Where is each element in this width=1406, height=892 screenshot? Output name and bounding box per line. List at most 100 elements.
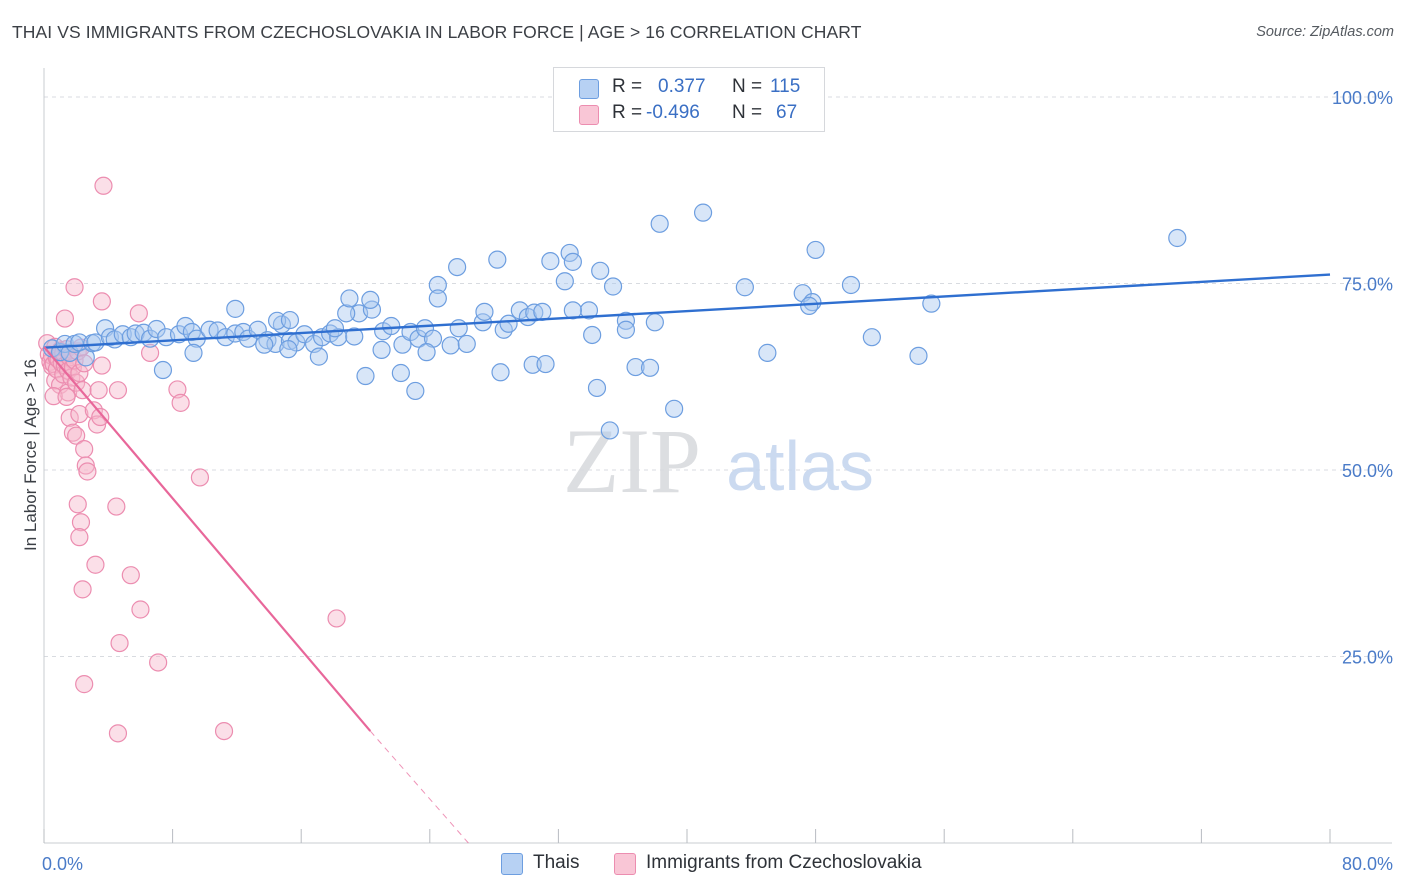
thai-point — [153, 360, 173, 380]
czech-point — [327, 609, 346, 628]
thai-point — [279, 340, 298, 359]
thai-point — [541, 252, 560, 271]
thai-point — [616, 320, 636, 339]
watermark-atlas: atlas — [726, 427, 874, 505]
legend-n-label: N = — [732, 102, 763, 123]
thai-point — [523, 355, 542, 374]
czech-point — [78, 462, 97, 481]
y-axis-label: In Labor Force | Age > 16 — [21, 359, 40, 551]
czech-point — [94, 176, 113, 195]
thai-point — [448, 257, 467, 277]
czech-point — [140, 343, 160, 362]
thai-point — [391, 363, 410, 383]
thai-point — [255, 335, 274, 354]
thai-point — [591, 261, 610, 280]
thai-trend-line — [43, 273, 1331, 349]
czech-point — [108, 381, 128, 400]
czech-trend-extension — [369, 730, 469, 844]
czech-point — [91, 407, 110, 427]
czech-point — [73, 580, 92, 599]
czech-point — [110, 633, 129, 653]
czech-point — [107, 497, 126, 516]
x-tick-label: 0.0% — [42, 854, 83, 874]
thai-point — [600, 421, 619, 440]
bottom-legend-czech-swatch — [614, 853, 636, 875]
thai-point — [337, 304, 356, 323]
thai-point — [267, 311, 287, 330]
legend-r-label: R = — [612, 76, 643, 97]
thai-point — [563, 301, 582, 320]
czech-point — [171, 393, 190, 412]
thai-point — [909, 346, 928, 365]
chart-title: THAI VS IMMIGRANTS FROM CZECHOSLOVAKIA I… — [12, 22, 862, 42]
y-tick-label: 25.0% — [1342, 648, 1393, 668]
x-tick-label: 80.0% — [1342, 854, 1393, 874]
series-thai-points — [42, 203, 1187, 440]
czech-point — [75, 440, 94, 459]
series-czech-points — [38, 176, 346, 743]
y-tick-label: 50.0% — [1342, 461, 1393, 481]
thai-point — [563, 252, 582, 271]
thai-point — [645, 313, 664, 332]
legend-swatch-czech — [579, 105, 599, 125]
czech-point — [70, 528, 89, 547]
legend-r-label: R = — [612, 102, 643, 123]
czech-point — [121, 566, 140, 585]
thai-point — [555, 272, 574, 291]
czech-point — [71, 513, 91, 532]
grid-lines — [44, 96, 1392, 657]
czech-point — [190, 468, 210, 487]
thai-point — [406, 381, 425, 401]
legend-swatch-thai — [579, 79, 599, 99]
thai-point — [806, 240, 825, 260]
czech-point — [84, 401, 103, 420]
axes — [43, 68, 1392, 844]
thai-point — [626, 357, 645, 377]
thai-point — [428, 289, 447, 308]
thai-point — [758, 343, 777, 362]
czech-point — [75, 675, 94, 694]
czech-point — [57, 387, 76, 406]
czech-point — [68, 495, 87, 514]
chart-source: Source: ZipAtlas.com — [1256, 24, 1394, 40]
thai-point — [735, 278, 754, 297]
legend-czech-n: 67 — [776, 102, 798, 123]
thai-point — [841, 275, 861, 295]
thai-point — [1168, 228, 1187, 248]
thai-point — [650, 214, 669, 233]
czech-point — [86, 555, 105, 574]
czech-point — [75, 354, 94, 373]
thai-point — [922, 294, 941, 313]
thai-point — [428, 275, 447, 295]
czech-point — [149, 653, 168, 672]
thai-point — [536, 354, 555, 374]
bottom-legend-thai-label: Thais — [533, 852, 580, 873]
thai-point — [800, 296, 819, 315]
thai-point — [340, 289, 359, 308]
czech-point — [70, 363, 89, 383]
thai-point — [280, 310, 300, 330]
czech-point — [92, 292, 111, 311]
czech-point — [55, 309, 74, 328]
thai-point — [226, 299, 245, 318]
legend-thai-r: 0.377 — [658, 76, 706, 97]
thai-point — [579, 301, 599, 320]
thai-point — [325, 319, 345, 338]
bottom-legend-thai-swatch — [501, 853, 523, 875]
legend-thai-n: 115 — [770, 76, 801, 97]
thai-point — [862, 328, 881, 347]
czech-point — [92, 356, 111, 375]
czech-point — [60, 408, 79, 427]
czech-point — [129, 304, 148, 323]
thai-point — [449, 319, 468, 338]
czech-point — [67, 426, 86, 445]
y-tick-label: 75.0% — [1342, 275, 1393, 295]
thai-point — [499, 314, 518, 333]
thai-point — [345, 327, 364, 346]
thai-point — [583, 325, 602, 345]
czech-point — [65, 278, 84, 297]
czech-point — [70, 404, 89, 424]
thai-point — [475, 302, 494, 321]
czech-point — [108, 724, 128, 743]
